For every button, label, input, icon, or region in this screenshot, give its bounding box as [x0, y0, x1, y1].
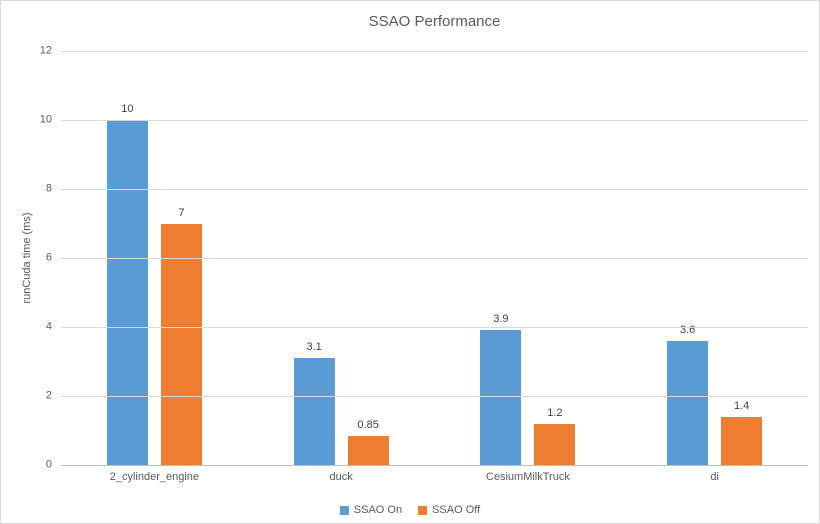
data-label: 10 [121, 103, 134, 115]
category-label: di [710, 471, 719, 483]
legend-item: SSAO Off [418, 504, 480, 516]
bar-fill [534, 423, 576, 465]
bar-group: 3.9 1.2 [435, 51, 622, 465]
legend-swatch-icon [418, 505, 428, 515]
category-label: 2_cylinder_engine [109, 471, 200, 483]
chart-title: SSAO Performance [368, 13, 501, 30]
bar: 3.6 [667, 324, 709, 465]
legend-label: SSAO Off [432, 504, 481, 516]
legend-item: SSAO On [339, 504, 403, 516]
y-tick-label: 10 [39, 113, 52, 126]
bar: 10 [106, 103, 148, 465]
bar: 0.85 [347, 419, 389, 465]
bar-fill [721, 416, 763, 465]
category-label: CesiumMilkTruck [485, 471, 570, 483]
legend-swatch-icon [339, 505, 349, 515]
bar: 3.1 [293, 341, 335, 465]
gridline [61, 51, 808, 52]
y-tick-label: 0 [45, 458, 52, 471]
y-tick-label: 12 [39, 44, 52, 57]
bar: 3.9 [480, 313, 522, 465]
gridline [61, 396, 808, 397]
y-tick-label: 4 [45, 320, 52, 333]
gridline [61, 327, 808, 328]
plot-area: 10 7 3.1 0.85 3.9 1.2 3.6 1.4 [61, 51, 808, 466]
bar-fill [347, 435, 389, 465]
y-tick-label: 2 [45, 389, 52, 402]
gridline [61, 189, 808, 190]
data-label: 1.4 [733, 399, 750, 412]
bar-fill [293, 358, 335, 465]
x-axis-category-labels: 2_cylinder_engine duck CesiumMilkTruck di [61, 471, 808, 483]
bar-fill [667, 340, 709, 465]
legend-label: SSAO On [353, 504, 403, 516]
category-label: duck [329, 471, 353, 483]
bar: 1.4 [721, 400, 763, 465]
bar-fill [480, 330, 522, 465]
bar-group: 3.6 1.4 [621, 51, 808, 465]
y-axis-tick-labels: 0 2 4 6 8 10 12 [1, 45, 52, 471]
y-tick-label: 8 [45, 182, 52, 195]
data-label: 3.9 [493, 313, 509, 326]
bar-group: 10 7 [61, 51, 248, 465]
data-label: 3.1 [306, 341, 322, 354]
data-label: 0.85 [357, 418, 379, 431]
data-label: 1.2 [547, 406, 563, 419]
bar: 7 [160, 207, 202, 465]
bar-groups: 10 7 3.1 0.85 3.9 1.2 3.6 1.4 [61, 51, 808, 465]
data-label: 3.6 [679, 323, 696, 336]
bar-fill [160, 223, 202, 465]
bar: 1.2 [534, 407, 576, 465]
data-label: 7 [178, 206, 185, 219]
legend: SSAO On SSAO Off [1, 504, 819, 516]
y-tick-label: 6 [45, 251, 52, 264]
bar-fill [106, 120, 148, 465]
gridline [61, 120, 808, 121]
bar-group: 3.1 0.85 [248, 51, 435, 465]
gridline [61, 258, 808, 259]
